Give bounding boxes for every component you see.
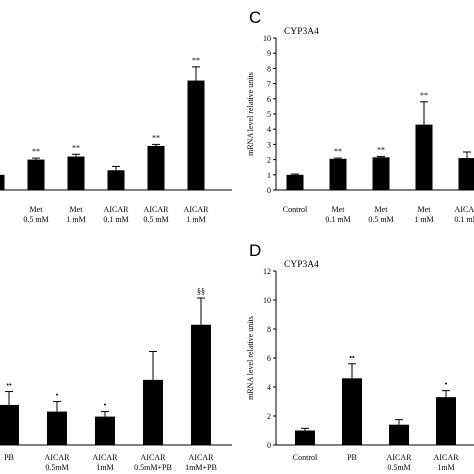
panel0-bar-4 (147, 145, 165, 190)
panel2-bar-0 (0, 404, 19, 445)
panel3-y-tick-label-2: 4 (267, 383, 271, 392)
panel2-bar-4 (191, 324, 211, 445)
panel1-panel-letter: C (249, 8, 261, 27)
panel1-bar-0 (286, 174, 304, 190)
panel0-significance-1: ** (32, 147, 40, 156)
panel0-bar-5 (187, 80, 205, 190)
panel1-category-label-4-line1: AICAR (455, 205, 474, 214)
panel0-significance-4: ** (152, 133, 160, 142)
panel1-category-label-1-line1: Met (332, 205, 346, 214)
panel1-title: CYP3A4 (284, 27, 319, 37)
panel2-category-label-2-line1: AICAR (93, 453, 119, 462)
panel3-category-label-2-line2: 0.5mM (387, 463, 410, 472)
panel3-y-tick-label-1: 2 (267, 412, 271, 421)
panel1-category-label-3-line1: Met (418, 205, 432, 214)
panel1-category-label-0-line1: Control (283, 205, 308, 214)
panel1-y-tick-label-6: 6 (267, 95, 271, 104)
panel1-bar-2 (372, 157, 390, 190)
panel1-bar-4 (458, 158, 474, 190)
panel0-category-label-1-line2: 0.5 mM (23, 215, 48, 224)
panel1-bar-1 (329, 158, 347, 190)
panel3-category-label-0-line1: Control (293, 453, 318, 462)
panel1-y-tick-label-5: 5 (267, 110, 271, 119)
panel3-y-tick-label-4: 8 (267, 325, 271, 334)
panel0-category-label-2-line1: Met (70, 205, 84, 214)
panel1-category-label-3-line2: 1 mM (414, 215, 433, 224)
panel3-bar-1 (342, 378, 362, 445)
panel2-category-label-4-line2: 1mM+PB (185, 463, 217, 472)
panel0-category-label-3-line2: 0.1 mM (103, 215, 128, 224)
panel1-y-tick-label-9: 9 (267, 49, 271, 58)
panel2-category-label-4-line1: AICAR (189, 453, 215, 462)
panel1-category-label-4-line2: 0.1 mM (454, 215, 474, 224)
panel3-y-tick-label-3: 6 (267, 354, 271, 363)
panel3-significance-3: • (445, 380, 448, 389)
panel1-significance-1: ** (334, 147, 342, 156)
panel0-category-label-5-line2: 1 mM (186, 215, 205, 224)
panel2-bar-1 (47, 411, 67, 445)
panel1-y-tick-label-8: 8 (267, 64, 271, 73)
panel1-y-tick-label-1: 1 (267, 171, 271, 180)
panel1-significance-3: ** (420, 91, 428, 100)
panel1-y-tick-label-10: 10 (263, 34, 271, 43)
panel3-bar-0 (295, 430, 315, 445)
panel2-bar-2 (95, 416, 115, 445)
panel3-y-tick-label-5: 10 (263, 296, 271, 305)
panel1-significance-2: ** (377, 146, 385, 155)
panel0-bar-3 (107, 170, 125, 190)
panel3-title: CYP3A4 (284, 260, 319, 270)
panel1-y-tick-label-2: 2 (267, 156, 271, 165)
panel3-category-label-2-line1: AICAR (387, 453, 413, 462)
panel1-y-tick-label-4: 4 (267, 125, 271, 134)
panel2-category-label-1-line2: 0.5mM (45, 463, 68, 472)
panel0-significance-5: ** (192, 56, 200, 65)
panel2-category-label-0-line1: PB (4, 453, 14, 462)
panel0-category-label-3-line1: AICAR (104, 205, 130, 214)
panel2-significance-1: • (56, 391, 59, 400)
panel3-category-label-3-line1: AICAR (434, 453, 460, 462)
panel2-significance-0: •• (6, 381, 12, 390)
panel2-significance-4: §§ (197, 287, 205, 296)
panel3-category-label-3-line2: 1mM (437, 463, 454, 472)
panel3-y-axis-label: mRNA level relative units (246, 316, 255, 400)
panel3-bar-3 (436, 397, 456, 445)
panel2-category-label-3-line1: AICAR (141, 453, 167, 462)
panel0-bar-0 (0, 174, 5, 190)
panel3-y-tick-label-0: 0 (267, 441, 271, 450)
panel0-bar-1 (27, 159, 45, 190)
panel0-bar-2 (67, 156, 85, 190)
panel2-significance-2: • (104, 401, 107, 410)
panel3-category-label-1-line1: PB (347, 453, 357, 462)
panel0-category-label-2-line2: 1 mM (66, 215, 85, 224)
panel1-category-label-1-line2: 0.1 mM (325, 215, 350, 224)
panel3-bar-2 (389, 424, 409, 445)
panel2-category-label-1-line1: AICAR (45, 453, 71, 462)
panel1-y-tick-label-3: 3 (267, 140, 271, 149)
panel1-y-tick-label-0: 0 (267, 186, 271, 195)
panel0-category-label-4-line1: AICAR (144, 205, 170, 214)
panel1-category-label-2-line2: 0.5 mM (368, 215, 393, 224)
panel3-y-tick-label-6: 12 (263, 267, 271, 276)
panel1-y-axis-label: mRNA level relative units (246, 72, 255, 156)
panel1-bar-3 (415, 124, 433, 190)
panel3-significance-1: •• (349, 353, 355, 362)
panel1-category-label-2-line1: Met (375, 205, 389, 214)
panel0-category-label-5-line1: AICAR (184, 205, 210, 214)
panel1-y-tick-label-7: 7 (267, 80, 271, 89)
panel2-category-label-3-line2: 0.5mM+PB (134, 463, 172, 472)
panel0-significance-2: ** (72, 143, 80, 152)
panel0-category-label-4-line2: 0.5 mM (143, 215, 168, 224)
panel3-panel-letter: D (249, 241, 261, 260)
panel2-bar-3 (143, 379, 163, 445)
panel2-category-label-2-line2: 1mM (96, 463, 113, 472)
panel0-category-label-1-line1: Met (30, 205, 44, 214)
